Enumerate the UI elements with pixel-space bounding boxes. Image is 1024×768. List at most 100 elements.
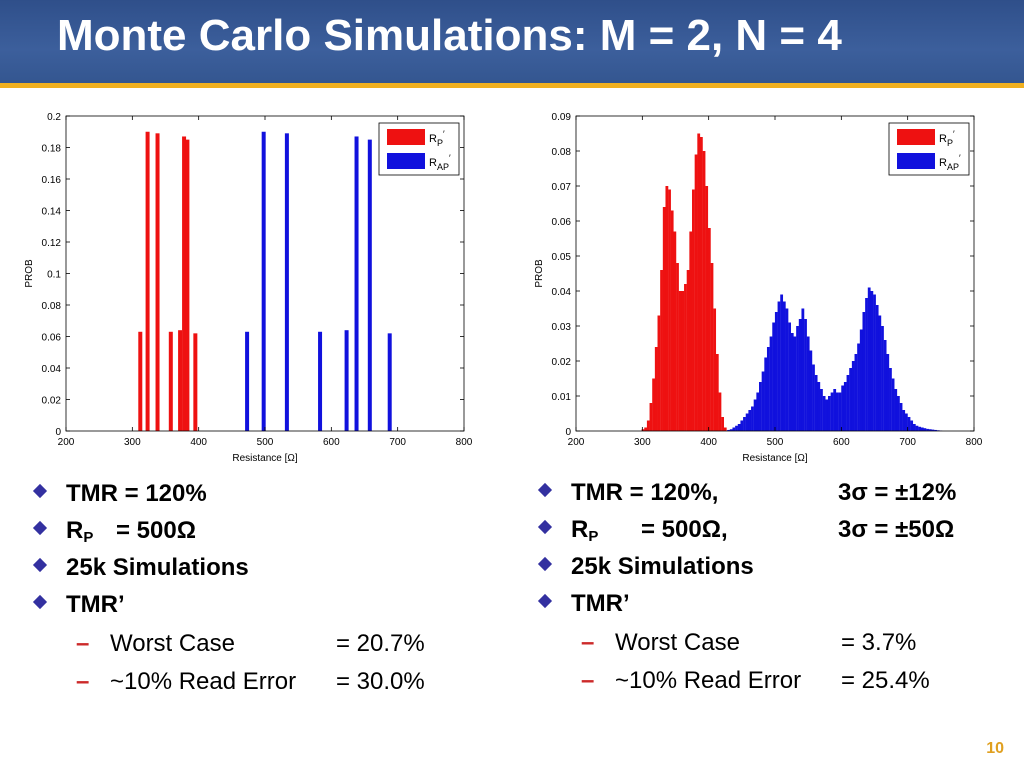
bar-rp [678, 291, 682, 431]
sub-item-value: = 20.7% [336, 630, 425, 657]
bar-rap [867, 287, 871, 431]
bar-rap [753, 399, 757, 431]
accent-rule [0, 83, 1024, 88]
bar-rap [367, 139, 372, 431]
bar-rp [710, 263, 714, 431]
x-tick-label: 500 [767, 437, 784, 448]
bar-rap [889, 368, 892, 431]
bar-rp [715, 354, 719, 431]
bar-rap [862, 312, 866, 431]
bullet-extra: 3σ = ±50Ω [838, 516, 955, 543]
bullet-diamond-icon [537, 593, 553, 609]
bar-rap [830, 392, 834, 431]
bar-rap [743, 417, 746, 431]
bar-rp [699, 137, 703, 431]
y-tick-label: 0.05 [552, 252, 572, 263]
bar-rap [875, 305, 879, 431]
y-tick-label: 0 [565, 427, 571, 438]
page-number: 10 [986, 740, 1004, 757]
bar-rap [812, 364, 815, 431]
bar-rap [772, 322, 776, 431]
bar-rap [732, 427, 736, 431]
bar-rap [902, 410, 906, 431]
y-tick-label: 0.02 [42, 396, 62, 407]
y-tick-label: 0.18 [42, 144, 62, 155]
x-tick-label: 700 [389, 437, 406, 448]
symbol-subscript: P [83, 529, 94, 546]
x-tick-label: 400 [700, 437, 717, 448]
sub-item-label: Worst Case [615, 629, 740, 656]
y-tick-label: 0.04 [42, 364, 62, 375]
x-tick-label: 500 [257, 437, 274, 448]
x-tick-label: 600 [833, 437, 850, 448]
legend-label: RAP′ [939, 153, 961, 172]
bar-rap [796, 326, 799, 431]
bar-rp [178, 330, 183, 431]
bar-rap [907, 417, 911, 431]
bar-rap [806, 336, 810, 431]
bar-rap [934, 429, 937, 431]
bullet-diamond-icon [32, 594, 48, 610]
bar-rap [261, 131, 266, 431]
bar-rap [883, 340, 887, 431]
sub-item-value: = 30.0% [336, 668, 425, 695]
y-axis-label: PROB [24, 259, 35, 288]
bar-rap [814, 375, 818, 431]
y-tick-label: 0.09 [552, 112, 572, 123]
bar-rap [751, 406, 754, 431]
sub-bullet-dash-icon: – [76, 668, 90, 695]
bar-rap [735, 425, 738, 431]
sub-bullet-dash-icon: – [76, 630, 90, 657]
bullet-diamond-icon [537, 556, 553, 572]
bullet-text: TMR = 120%, [571, 479, 719, 506]
legend-label: RP′ [939, 129, 955, 148]
bar-rap [769, 336, 773, 431]
x-tick-label: 700 [899, 437, 916, 448]
bar-rap [827, 396, 831, 431]
y-axis-label: PROB [534, 259, 545, 288]
bar-rp [660, 270, 663, 431]
y-tick-label: 0.02 [552, 357, 572, 368]
bar-rp [707, 228, 711, 431]
title-bar: Monte Carlo Simulations: M = 2, N = 4 [0, 0, 1024, 83]
y-tick-label: 0.14 [42, 207, 62, 218]
bar-rap [344, 330, 349, 431]
bar-rap [878, 315, 882, 431]
bar-rap [759, 382, 762, 431]
bar-rap [865, 298, 868, 431]
sub-item-label: ~10% Read Error [110, 668, 297, 695]
bar-rp [138, 331, 143, 431]
bar-rap [931, 429, 935, 431]
bullet-text: TMR’ [571, 590, 630, 617]
bar-rp [185, 139, 190, 431]
bar-rp [670, 210, 674, 431]
bar-rp [668, 189, 671, 431]
bullet-text: 25k Simulations [571, 553, 754, 580]
bar-rp [646, 420, 650, 431]
x-tick-label: 800 [966, 437, 983, 448]
bar-rp [681, 291, 685, 431]
y-tick-label: 0.04 [552, 287, 572, 298]
bar-rap [354, 136, 359, 431]
bar-rap [896, 396, 900, 431]
bar-rap [873, 294, 876, 431]
chart-left: 0 0.02 0.04 0.06 0.08 0.1 0.12 0.14 0.16 0.18 0.2 2… [8, 100, 508, 470]
y-tick-label: 0.12 [42, 238, 62, 249]
bar-rap [912, 424, 916, 431]
bar-rap [825, 399, 829, 431]
sub-item-label: ~10% Read Error [615, 667, 802, 694]
bar-rap [926, 428, 929, 431]
y-tick-label: 0.01 [552, 392, 572, 403]
bar-rap [835, 392, 839, 431]
x-axis-label: Resistance [Ω] [232, 453, 298, 464]
bar-rap [798, 319, 802, 431]
chart-right: 0 0.01 0.02 0.03 0.04 0.05 0.06 0.07 0.08 0.09 200… [518, 100, 1018, 470]
bar-rp [193, 333, 198, 431]
legend-swatch-rap [387, 153, 425, 169]
bullet-text: TMR = 120% [66, 480, 207, 507]
bar-rap [318, 331, 323, 431]
bullet-list-right: TMR = 120%, 3σ = ±12% RP = 500Ω, 3σ = ±5… [535, 479, 1005, 699]
bullet-diamond-icon [32, 557, 48, 573]
legend-swatch-rap [897, 153, 935, 169]
bullet-diamond-icon [537, 519, 553, 535]
